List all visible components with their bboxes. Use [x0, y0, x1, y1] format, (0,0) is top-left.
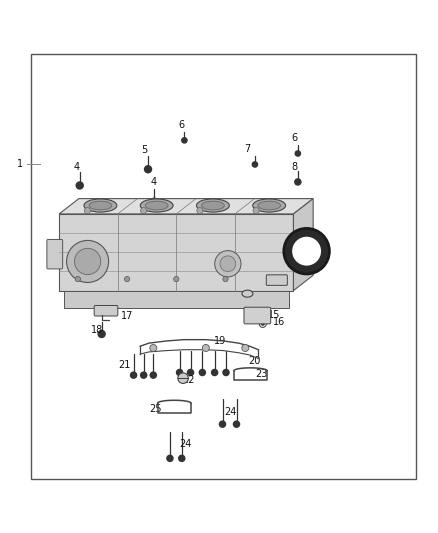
Circle shape	[150, 344, 157, 351]
Circle shape	[107, 208, 110, 211]
Text: 9: 9	[214, 204, 220, 214]
FancyBboxPatch shape	[47, 239, 63, 269]
Text: 6: 6	[179, 120, 185, 130]
Ellipse shape	[258, 201, 280, 210]
Text: 19: 19	[214, 336, 226, 346]
Text: 4: 4	[74, 161, 80, 172]
Text: 15: 15	[268, 310, 280, 320]
Text: 14: 14	[254, 289, 266, 299]
Text: 17: 17	[121, 311, 133, 321]
Circle shape	[178, 373, 188, 383]
Circle shape	[131, 372, 137, 378]
Text: 25: 25	[149, 404, 162, 414]
Text: 24: 24	[225, 407, 237, 417]
Text: 8: 8	[291, 161, 297, 172]
Circle shape	[197, 207, 203, 214]
Circle shape	[150, 372, 156, 378]
Circle shape	[187, 369, 194, 376]
Circle shape	[219, 421, 226, 427]
Circle shape	[177, 369, 183, 376]
Circle shape	[233, 421, 240, 427]
Circle shape	[124, 277, 130, 282]
Text: 20: 20	[249, 356, 261, 366]
Circle shape	[74, 248, 101, 274]
Ellipse shape	[145, 201, 168, 210]
Text: 23: 23	[255, 369, 268, 379]
Ellipse shape	[201, 201, 224, 210]
Text: 16: 16	[273, 317, 285, 327]
Text: 24: 24	[179, 439, 191, 449]
Circle shape	[253, 207, 259, 214]
Circle shape	[218, 206, 222, 209]
Circle shape	[151, 198, 158, 205]
Circle shape	[167, 455, 173, 462]
Circle shape	[237, 208, 238, 211]
Circle shape	[295, 151, 300, 156]
Ellipse shape	[197, 199, 230, 212]
Circle shape	[76, 182, 83, 189]
Text: 3: 3	[91, 208, 97, 218]
Circle shape	[141, 207, 147, 214]
Circle shape	[75, 277, 81, 282]
Polygon shape	[59, 199, 313, 214]
Circle shape	[261, 322, 264, 325]
Text: 21: 21	[119, 360, 131, 370]
Circle shape	[147, 214, 148, 216]
Circle shape	[215, 251, 241, 277]
Polygon shape	[293, 199, 313, 290]
Text: 11: 11	[193, 231, 205, 241]
Circle shape	[284, 229, 329, 274]
Circle shape	[223, 369, 229, 376]
Circle shape	[179, 455, 185, 462]
FancyBboxPatch shape	[94, 305, 118, 316]
Ellipse shape	[89, 201, 112, 210]
Text: 18: 18	[91, 325, 103, 335]
Text: 22: 22	[182, 375, 194, 384]
Polygon shape	[59, 214, 293, 290]
Text: 1: 1	[17, 159, 23, 168]
Circle shape	[272, 277, 277, 282]
Circle shape	[223, 277, 228, 282]
Circle shape	[242, 344, 249, 351]
Circle shape	[141, 372, 147, 378]
Circle shape	[67, 240, 109, 282]
Text: 7: 7	[244, 144, 251, 154]
Circle shape	[252, 162, 258, 167]
Circle shape	[212, 369, 218, 376]
Circle shape	[220, 256, 236, 272]
Circle shape	[199, 369, 205, 376]
Circle shape	[202, 344, 209, 351]
Circle shape	[145, 166, 152, 173]
Text: 12: 12	[309, 236, 321, 246]
Circle shape	[182, 138, 187, 143]
Ellipse shape	[140, 199, 173, 212]
Ellipse shape	[84, 199, 117, 212]
FancyBboxPatch shape	[244, 307, 271, 324]
Bar	[31, 54, 416, 479]
Text: 10: 10	[246, 206, 258, 216]
Circle shape	[98, 330, 105, 337]
Circle shape	[295, 179, 301, 185]
FancyBboxPatch shape	[266, 275, 287, 285]
Ellipse shape	[242, 290, 253, 297]
Circle shape	[121, 211, 123, 213]
Circle shape	[173, 277, 179, 282]
Polygon shape	[64, 290, 289, 308]
Text: 13: 13	[284, 272, 297, 282]
Text: 4: 4	[150, 177, 156, 187]
Circle shape	[84, 207, 90, 214]
Ellipse shape	[253, 199, 286, 212]
Text: 5: 5	[141, 146, 148, 156]
Text: 2: 2	[166, 212, 172, 222]
Circle shape	[292, 237, 321, 265]
Text: 6: 6	[291, 133, 297, 143]
Circle shape	[160, 214, 162, 216]
